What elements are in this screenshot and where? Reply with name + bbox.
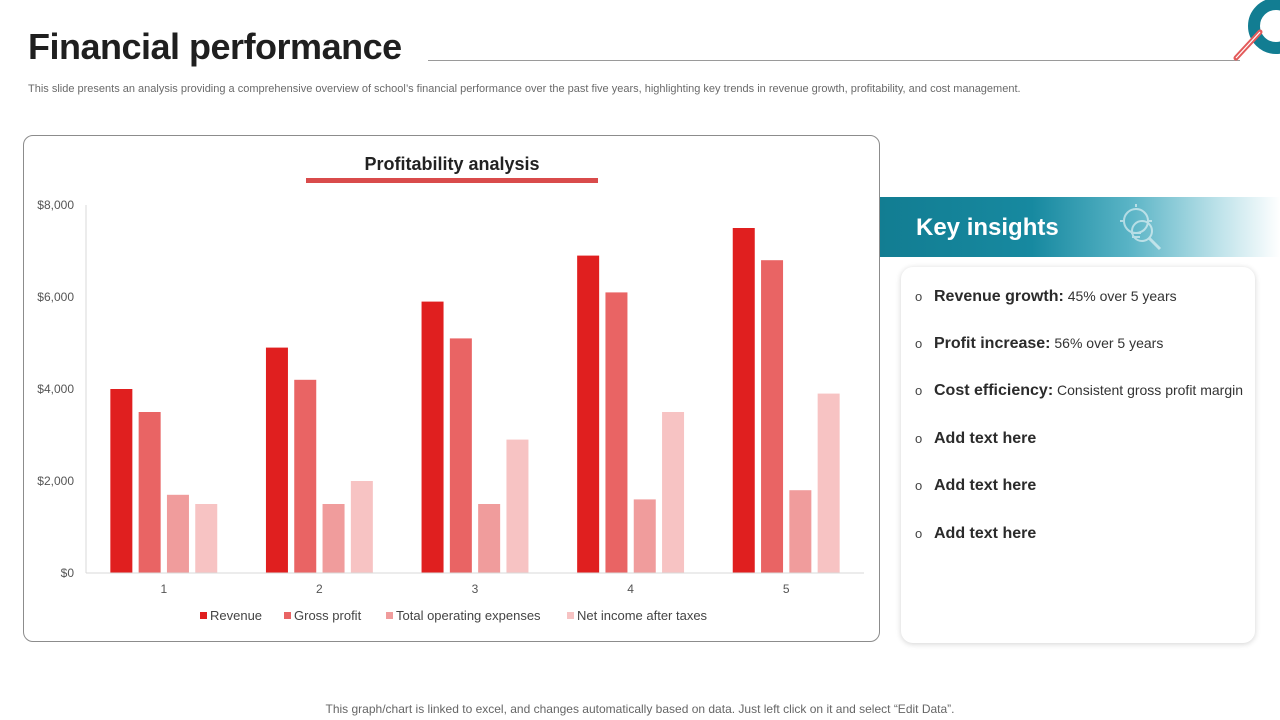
- y-tick-label: $2,000: [37, 474, 74, 488]
- y-tick-label: $0: [61, 566, 75, 580]
- bullet-icon: o: [915, 336, 923, 351]
- bar-total-operating-expenses[interactable]: [633, 499, 656, 573]
- bar-net-income-after-taxes[interactable]: [817, 393, 840, 573]
- bar-net-income-after-taxes[interactable]: [195, 504, 218, 573]
- bar-revenue[interactable]: [265, 347, 288, 573]
- chart-title-underline: [306, 178, 598, 183]
- insight-item: o Add text here: [915, 430, 1037, 447]
- legend-label: Revenue: [210, 608, 262, 623]
- page-subtitle: This slide presents an analysis providin…: [28, 83, 1021, 95]
- insight-item: o Add text here: [915, 525, 1037, 542]
- bullet-icon: o: [915, 526, 923, 541]
- bar-net-income-after-taxes[interactable]: [506, 439, 529, 573]
- legend-swatch: [200, 612, 207, 619]
- bar-revenue[interactable]: [732, 228, 755, 573]
- chart-title: Profitability analysis: [364, 154, 539, 174]
- bar-net-income-after-taxes[interactable]: [662, 412, 685, 573]
- legend-swatch: [284, 612, 291, 619]
- insight-item: o Profit increase: 56% over 5 years: [915, 335, 1164, 352]
- legend-label: Gross profit: [294, 608, 362, 623]
- bar-total-operating-expenses[interactable]: [166, 494, 189, 573]
- x-tick-label: 1: [160, 582, 167, 596]
- key-insights-title: Key insights: [916, 214, 1059, 241]
- legend-label: Total operating expenses: [396, 608, 541, 623]
- bar-total-operating-expenses[interactable]: [789, 490, 812, 573]
- bar-revenue[interactable]: [110, 389, 133, 573]
- x-tick-label: 3: [472, 582, 479, 596]
- y-tick-label: $6,000: [37, 290, 74, 304]
- bullet-icon: o: [915, 431, 923, 446]
- insight-item: o Add text here: [915, 477, 1037, 494]
- insight-item: o Cost efficiency: Consistent gross profi…: [915, 382, 1243, 399]
- bar-gross-profit[interactable]: [761, 260, 784, 573]
- insight-item: o Revenue growth: 45% over 5 years: [915, 288, 1177, 305]
- y-tick-label: $4,000: [37, 382, 74, 396]
- legend-swatch: [567, 612, 574, 619]
- legend-swatch: [386, 612, 393, 619]
- x-tick-label: 4: [627, 582, 634, 596]
- logo-icon: [1233, 0, 1280, 61]
- bar-revenue[interactable]: [421, 301, 444, 573]
- bullet-icon: o: [915, 383, 923, 398]
- legend-label: Net income after taxes: [577, 608, 708, 623]
- lightbulb-icon: [1120, 204, 1162, 251]
- bar-net-income-after-taxes[interactable]: [350, 481, 373, 573]
- y-tick-label: $8,000: [37, 198, 74, 212]
- page-title: Financial performance: [28, 26, 402, 67]
- bar-gross-profit[interactable]: [449, 338, 472, 573]
- x-tick-label: 5: [783, 582, 790, 596]
- chart-card[interactable]: Profitability analysis $0 $2,000 $4,000 $6,…: [23, 135, 880, 642]
- title-divider: [428, 60, 1240, 61]
- key-insights-header: Key insights: [880, 197, 1280, 257]
- key-insights-card: o Revenue growth: 45% over 5 years o Profi…: [901, 267, 1255, 643]
- bar-gross-profit[interactable]: [294, 379, 317, 573]
- bullet-icon: o: [915, 289, 923, 304]
- bullet-icon: o: [915, 478, 923, 493]
- x-tick-label: 2: [316, 582, 323, 596]
- bar-total-operating-expenses[interactable]: [322, 504, 345, 573]
- profitability-chart: Profitability analysis $0 $2,000 $4,000 $6,…: [37, 154, 864, 623]
- bar-total-operating-expenses[interactable]: [478, 504, 501, 573]
- bar-gross-profit[interactable]: [138, 412, 161, 573]
- bar-revenue[interactable]: [577, 255, 600, 573]
- bar-gross-profit[interactable]: [605, 292, 628, 573]
- footer-note: This graph/chart is linked to excel, and…: [325, 702, 955, 716]
